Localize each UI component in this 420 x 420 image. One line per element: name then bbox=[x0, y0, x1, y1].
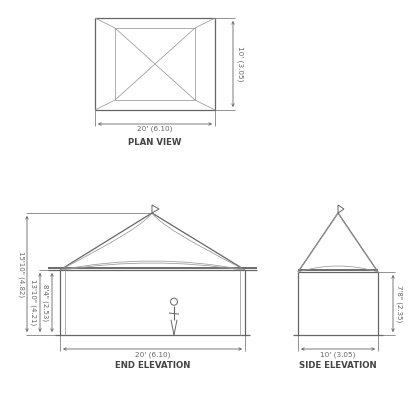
Text: 10' (3.05): 10' (3.05) bbox=[320, 351, 356, 357]
Text: 15'10" (4.82): 15'10" (4.82) bbox=[18, 251, 24, 297]
Text: SIDE ELEVATION: SIDE ELEVATION bbox=[299, 361, 377, 370]
Text: 20' (6.10): 20' (6.10) bbox=[137, 126, 173, 132]
Text: 13'10" (4.21): 13'10" (4.21) bbox=[31, 279, 37, 326]
Text: 10' (3.05): 10' (3.05) bbox=[237, 46, 244, 81]
Text: 7'8" (2.35): 7'8" (2.35) bbox=[396, 285, 402, 322]
Polygon shape bbox=[338, 205, 344, 213]
Text: PLAN VIEW: PLAN VIEW bbox=[129, 138, 182, 147]
Polygon shape bbox=[152, 205, 159, 213]
Text: 8'4" (2.53): 8'4" (2.53) bbox=[42, 284, 49, 321]
Text: END ELEVATION: END ELEVATION bbox=[115, 361, 190, 370]
Text: 20' (6.10): 20' (6.10) bbox=[135, 351, 170, 357]
